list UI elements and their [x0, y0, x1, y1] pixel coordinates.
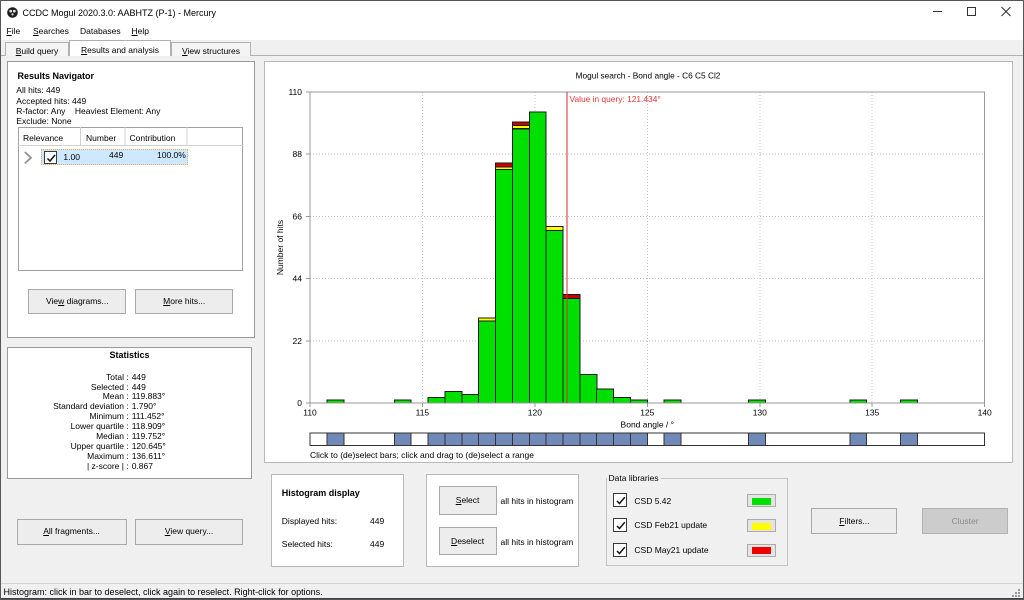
- svg-text:44: 44: [293, 274, 303, 284]
- svg-text:Mogul search - Bond angle - C6: Mogul search - Bond angle - C6 C5 Cl2: [576, 71, 721, 81]
- svg-text:Number of hits: Number of hits: [275, 220, 285, 275]
- svg-text:66: 66: [293, 211, 303, 221]
- svg-text:125: 125: [640, 408, 654, 418]
- svg-text:120: 120: [528, 408, 542, 418]
- svg-text:135: 135: [865, 408, 879, 418]
- svg-text:110: 110: [288, 87, 302, 97]
- svg-text:140: 140: [978, 408, 992, 418]
- svg-text:88: 88: [293, 149, 303, 159]
- svg-text:22: 22: [293, 336, 303, 346]
- svg-text:Click to (de)select bars; clic: Click to (de)select bars; click and drag…: [310, 450, 534, 460]
- svg-text:Bond angle / °: Bond angle / °: [621, 420, 675, 430]
- svg-text:115: 115: [416, 408, 430, 418]
- svg-text:110: 110: [303, 408, 317, 418]
- svg-text:130: 130: [753, 408, 767, 418]
- svg-text:0: 0: [297, 398, 302, 408]
- svg-text:Value in query: 121.434°: Value in query: 121.434°: [570, 94, 661, 104]
